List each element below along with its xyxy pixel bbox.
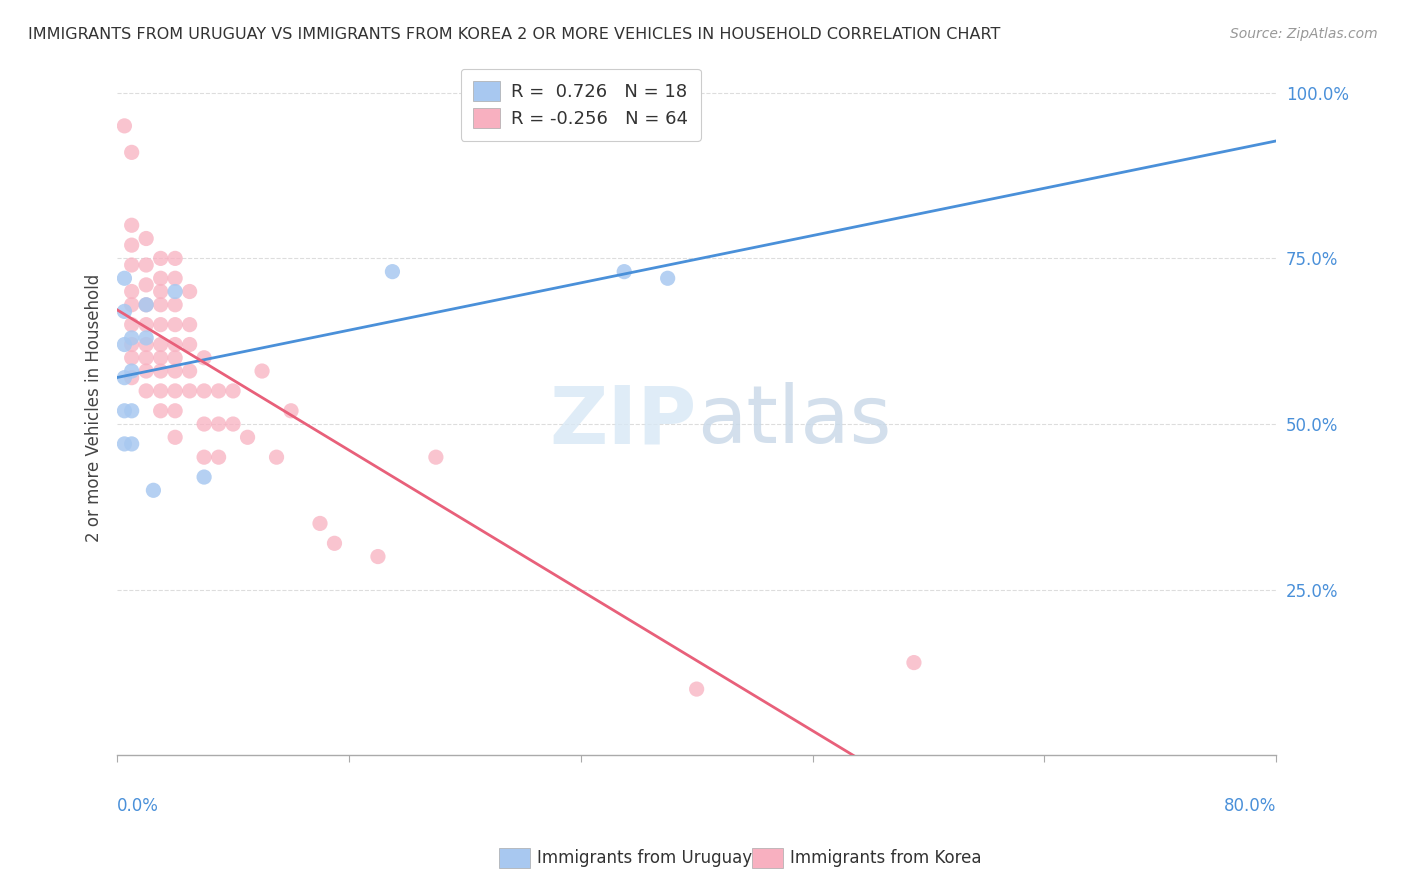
Text: Immigrants from Korea: Immigrants from Korea bbox=[790, 849, 981, 867]
Point bbox=[121, 331, 143, 345]
Point bbox=[425, 450, 447, 465]
Point bbox=[207, 384, 229, 398]
Point bbox=[135, 364, 157, 378]
Point bbox=[121, 238, 143, 252]
Point bbox=[135, 318, 157, 332]
Point bbox=[121, 404, 143, 418]
Point bbox=[121, 437, 143, 451]
Point bbox=[149, 384, 172, 398]
Point bbox=[121, 258, 143, 272]
Point bbox=[135, 258, 157, 272]
Point bbox=[114, 337, 136, 351]
Point bbox=[381, 265, 404, 279]
Point bbox=[114, 437, 136, 451]
Point bbox=[149, 298, 172, 312]
Y-axis label: 2 or more Vehicles in Household: 2 or more Vehicles in Household bbox=[86, 273, 103, 541]
Text: atlas: atlas bbox=[696, 383, 891, 460]
Point bbox=[179, 285, 201, 299]
Point bbox=[207, 417, 229, 431]
Legend: R =  0.726   N = 18, R = -0.256   N = 64: R = 0.726 N = 18, R = -0.256 N = 64 bbox=[461, 69, 700, 141]
Point bbox=[121, 370, 143, 384]
Point bbox=[250, 364, 273, 378]
Point bbox=[165, 430, 187, 444]
Point bbox=[193, 470, 215, 484]
Point bbox=[114, 370, 136, 384]
Point bbox=[135, 298, 157, 312]
Point bbox=[149, 404, 172, 418]
Text: Source: ZipAtlas.com: Source: ZipAtlas.com bbox=[1230, 27, 1378, 41]
Point bbox=[149, 252, 172, 266]
Point bbox=[179, 318, 201, 332]
Point bbox=[165, 285, 187, 299]
Point bbox=[193, 450, 215, 465]
Point bbox=[685, 682, 707, 697]
Point bbox=[149, 285, 172, 299]
Point bbox=[222, 384, 245, 398]
Point bbox=[309, 516, 332, 531]
Point bbox=[193, 351, 215, 365]
Point bbox=[179, 337, 201, 351]
Point bbox=[114, 271, 136, 285]
Point bbox=[135, 351, 157, 365]
Point bbox=[193, 417, 215, 431]
Text: 80.0%: 80.0% bbox=[1223, 797, 1277, 815]
Point bbox=[165, 404, 187, 418]
Text: ZIP: ZIP bbox=[550, 383, 696, 460]
Point bbox=[179, 384, 201, 398]
Point bbox=[114, 119, 136, 133]
Point bbox=[121, 364, 143, 378]
Point bbox=[135, 298, 157, 312]
Point bbox=[165, 364, 187, 378]
Point bbox=[193, 384, 215, 398]
Point bbox=[149, 271, 172, 285]
Point bbox=[135, 277, 157, 292]
Point bbox=[165, 271, 187, 285]
Point bbox=[135, 337, 157, 351]
Point bbox=[121, 337, 143, 351]
Point bbox=[903, 656, 925, 670]
Point bbox=[165, 298, 187, 312]
Text: IMMIGRANTS FROM URUGUAY VS IMMIGRANTS FROM KOREA 2 OR MORE VEHICLES IN HOUSEHOLD: IMMIGRANTS FROM URUGUAY VS IMMIGRANTS FR… bbox=[28, 27, 1001, 42]
Point bbox=[121, 318, 143, 332]
Point bbox=[165, 337, 187, 351]
Point bbox=[149, 318, 172, 332]
Point bbox=[236, 430, 259, 444]
Point bbox=[121, 145, 143, 160]
Text: 0.0%: 0.0% bbox=[117, 797, 159, 815]
Point bbox=[165, 252, 187, 266]
Point bbox=[222, 417, 245, 431]
Point bbox=[121, 351, 143, 365]
Text: Immigrants from Uruguay: Immigrants from Uruguay bbox=[537, 849, 752, 867]
Point bbox=[135, 231, 157, 245]
Point bbox=[135, 331, 157, 345]
Point bbox=[165, 351, 187, 365]
Point bbox=[165, 318, 187, 332]
Point bbox=[207, 450, 229, 465]
Point bbox=[280, 404, 302, 418]
Point bbox=[114, 404, 136, 418]
Point bbox=[323, 536, 346, 550]
Point bbox=[367, 549, 389, 564]
Point bbox=[142, 483, 165, 498]
Point bbox=[135, 384, 157, 398]
Point bbox=[165, 384, 187, 398]
Point bbox=[149, 364, 172, 378]
Point bbox=[266, 450, 288, 465]
Point bbox=[114, 304, 136, 318]
Point bbox=[179, 364, 201, 378]
Point bbox=[121, 298, 143, 312]
Point bbox=[149, 351, 172, 365]
Point bbox=[121, 285, 143, 299]
Point bbox=[657, 271, 679, 285]
Point bbox=[121, 219, 143, 233]
Point bbox=[613, 265, 636, 279]
Point bbox=[149, 337, 172, 351]
